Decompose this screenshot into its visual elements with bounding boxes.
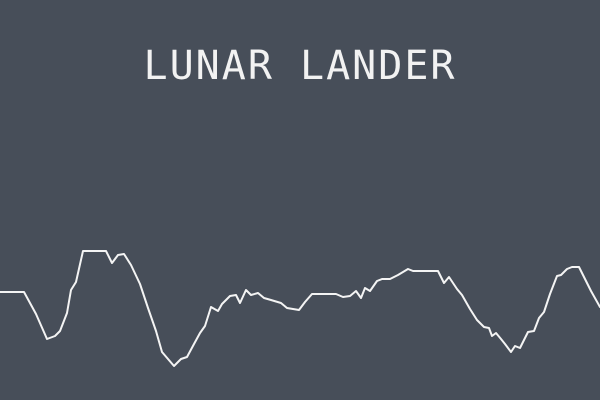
game-title: LUNAR LANDER [143,43,457,89]
terrain-line [0,250,600,367]
